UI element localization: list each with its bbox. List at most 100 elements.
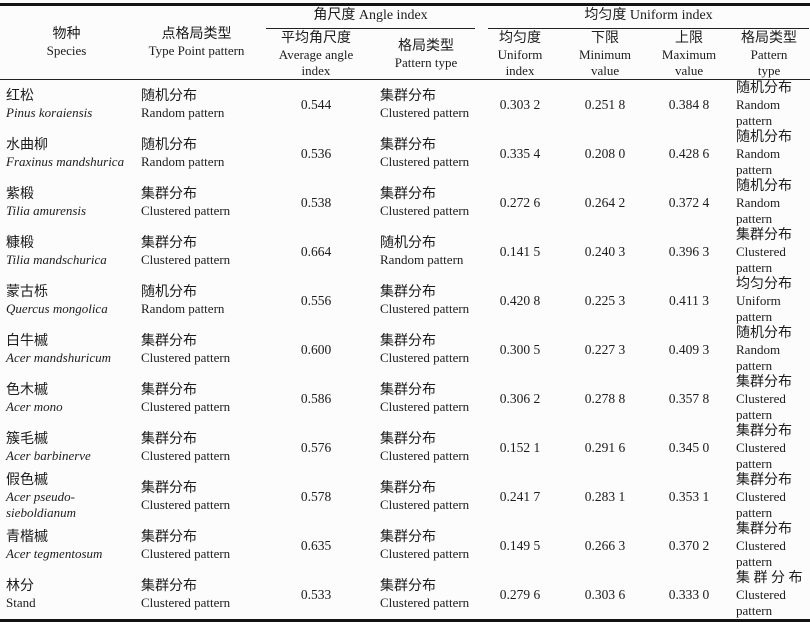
pattern-type-header-en2: type — [757, 62, 781, 78]
uniform-index-cell: 0.303 2 — [480, 79, 561, 129]
species-header-en: Species — [46, 43, 87, 58]
pattern-type-header-en1: Pattern — [750, 46, 788, 62]
uniform-pattern-type-cell: 集 群 分 布 Clustered pattern — [728, 570, 810, 621]
point-pattern-type-cell: 集群分布 Clustered pattern — [133, 325, 260, 374]
minimum-value-cell: 0.278 8 — [584, 390, 626, 406]
species-name-cn: 糠椴 — [6, 236, 34, 251]
table-body: 红松 Pinus koraiensis 随机分布 Random pattern … — [0, 79, 810, 621]
uniform-index-cell: 0.141 5 — [499, 243, 541, 259]
table-row: 林分 Stand 集群分布 Clustered pattern 0.533 集群… — [0, 570, 810, 621]
uniform-pattern-en: Random pattern — [736, 146, 781, 177]
table-row: 色木槭 Acer mono 集群分布 Clustered pattern 0.5… — [0, 374, 810, 423]
angle-pattern-type-cell: 集群分布 Clustered pattern — [372, 374, 480, 423]
uniform-pattern-cn: 集群分布 — [736, 522, 793, 537]
species-name-latin: Quercus mongolica — [6, 301, 108, 316]
point-pattern-en: Random pattern — [141, 301, 225, 316]
average-angle-index-cell: 0.578 — [300, 488, 332, 504]
angle-pattern-type-cell: 集群分布 Clustered pattern — [372, 423, 480, 472]
point-pattern-en: Clustered pattern — [141, 497, 231, 512]
point-pattern-type-cell: 集群分布 Clustered pattern — [133, 227, 260, 276]
maximum-value-cell: 0.384 8 — [650, 79, 729, 129]
point-pattern-type-cell: 集群分布 Clustered pattern — [133, 423, 260, 472]
species-name-latin: Pinus koraiensis — [6, 105, 93, 120]
table-header: 物种 Species 点格局类型 Type Point pattern 角尺度 … — [0, 5, 810, 80]
uniform-index-group-label: 均匀度 Uniform index — [488, 7, 810, 29]
point-pattern-cn: 随机分布 — [141, 89, 197, 104]
uniform-pattern-en: Clustered pattern — [736, 538, 786, 569]
minimum-value-cell: 0.291 6 — [584, 439, 626, 455]
angle-pattern-en: Clustered pattern — [380, 350, 470, 365]
maximum-value-cell: 0.428 6 — [668, 145, 710, 161]
uniform-pattern-type-cell: 集群分布 Clustered pattern — [728, 521, 810, 570]
maximum-value-cell: 0.345 0 — [668, 439, 710, 455]
uniform-pattern-type-cell: 集群分布 Clustered pattern — [728, 227, 810, 276]
angle-pattern-cn: 集群分布 — [380, 579, 436, 594]
angle-pattern-type-cell: 随机分布 Random pattern — [372, 227, 480, 276]
angle-index-group-label: 角尺度 Angle index — [266, 7, 476, 29]
uniform-pattern-en: Random pattern — [736, 195, 781, 226]
point-pattern-cn: 集群分布 — [141, 383, 197, 398]
point-pattern-cn: 随机分布 — [141, 138, 197, 153]
maximum-value-cell: 0.353 1 — [668, 488, 710, 504]
maximum-value-cell: 0.411 3 — [669, 292, 710, 308]
uniform-pattern-type-cell: 集群分布 Clustered pattern — [728, 423, 810, 472]
uniform-pattern-en: Clustered pattern — [736, 489, 786, 520]
angle-pattern-type-cell: 集群分布 Clustered pattern — [372, 472, 480, 521]
uniform-pattern-cn: 随机分布 — [736, 130, 793, 145]
uniform-pattern-cn: 集群分布 — [736, 424, 793, 439]
uniform-index-cell: 0.335 4 — [499, 145, 541, 161]
maximum-value-header: 上限 Maximum value — [650, 30, 728, 80]
maximum-header-cn: 上限 — [675, 30, 704, 46]
minimum-value-cell: 0.240 3 — [584, 243, 626, 259]
species-name-cn: 紫椴 — [6, 187, 34, 202]
species-name-latin: Acer mandshuricum — [6, 350, 112, 365]
angle-pattern-cn: 随机分布 — [380, 236, 436, 251]
angle-pattern-cn: 集群分布 — [380, 530, 436, 545]
average-angle-index-cell: 0.544 — [260, 79, 372, 129]
angle-pattern-en: Clustered pattern — [380, 399, 470, 414]
uniform-pattern-type-cell: 随机分布 Random pattern — [728, 129, 810, 178]
point-pattern-cn: 集群分布 — [141, 579, 197, 594]
minimum-value-cell: 0.225 3 — [584, 292, 626, 308]
average-angle-index-cell: 0.576 — [300, 439, 332, 455]
species-cell: 水曲柳 Fraxinus mandshurica — [0, 129, 133, 178]
species-name-cn: 白牛槭 — [6, 334, 48, 349]
average-angle-header-cn: 平均角尺度 — [281, 30, 351, 46]
uniform-index-cell: 0.152 1 — [499, 439, 541, 455]
point-pattern-en: Clustered pattern — [141, 252, 231, 267]
average-angle-index-cell: 0.664 — [300, 243, 332, 259]
point-pattern-type-cell: 集群分布 Clustered pattern — [133, 570, 260, 621]
uniform-index-header-en1: Uniform — [497, 46, 543, 62]
uniform-index-group-header: 均匀度 Uniform index — [480, 5, 810, 30]
point-pattern-type-cell: 集群分布 Clustered pattern — [133, 472, 260, 521]
table-row: 簇毛槭 Acer barbinerve 集群分布 Clustered patte… — [0, 423, 810, 472]
point-pattern-type-header: 点格局类型 Type Point pattern — [133, 5, 260, 80]
uniform-pattern-en: Clustered pattern — [736, 587, 786, 618]
minimum-value-cell: 0.251 8 — [560, 79, 651, 129]
uniform-index-header-en2: index — [505, 62, 535, 78]
point-pattern-en: Random pattern — [141, 154, 225, 169]
uniform-pattern-cn: 集群分布 — [736, 375, 793, 390]
uniform-pattern-cn: 均匀分布 — [736, 277, 793, 292]
angle-pattern-cn: 集群分布 — [380, 432, 436, 447]
uniform-pattern-en: Uniform pattern — [736, 293, 781, 324]
angle-pattern-type-cell: 集群分布 Clustered pattern — [372, 325, 480, 374]
minimum-header-en1: Minimum — [579, 46, 632, 62]
average-angle-index-cell: 0.600 — [300, 341, 332, 357]
point-pattern-en: Clustered pattern — [141, 399, 231, 414]
maximum-value-cell: 0.396 3 — [668, 243, 710, 259]
species-name-cn: 林分 — [6, 579, 34, 594]
uniform-pattern-type-cell: 随机分布 Random pattern — [728, 178, 810, 227]
minimum-value-header: 下限 Minimum value — [560, 30, 650, 80]
average-angle-index-header: 平均角尺度 Average angle index — [260, 30, 372, 80]
angle-pattern-header-cn: 格局类型 — [398, 38, 454, 54]
point-pattern-cn: 集群分布 — [141, 236, 197, 251]
uniform-index-cell: 0.241 7 — [499, 488, 541, 504]
uniform-pattern-cn: 随机分布 — [736, 179, 793, 194]
average-angle-index-cell: 0.538 — [300, 194, 332, 210]
minimum-value-cell: 0.208 0 — [584, 145, 626, 161]
uniform-pattern-cn: 随机分布 — [736, 81, 793, 96]
species-header-cn: 物种 — [52, 27, 81, 42]
average-angle-index-cell: 0.635 — [300, 537, 332, 553]
